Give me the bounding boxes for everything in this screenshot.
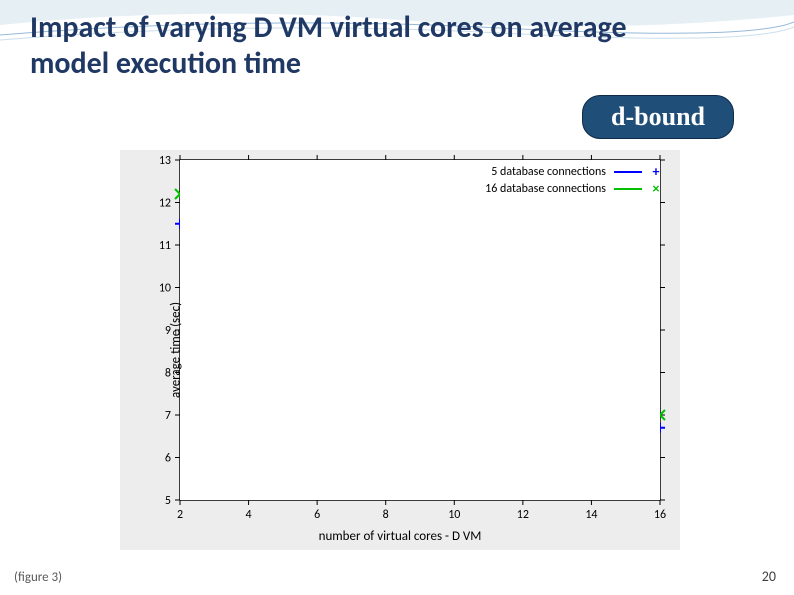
svg-text:7: 7: [165, 409, 171, 423]
y-axis-label: average time (sec): [169, 302, 184, 398]
svg-text:12: 12: [159, 197, 171, 211]
svg-text:4: 4: [246, 508, 252, 522]
svg-text:10: 10: [159, 282, 171, 296]
legend-item: 5 database connections +: [485, 164, 662, 181]
svg-text:8: 8: [383, 508, 389, 522]
chart-legend: 5 database connections +16 database conne…: [485, 164, 662, 198]
legend-label: 5 database connections: [491, 164, 606, 181]
svg-text:10: 10: [448, 508, 460, 522]
legend-marker-icon: +: [650, 165, 662, 179]
x-axis-label: number of virtual cores - D VM: [120, 529, 680, 544]
legend-swatch: [614, 171, 642, 173]
slide-number: 20: [762, 568, 776, 585]
svg-text:6: 6: [165, 452, 171, 466]
legend-item: 16 database connections ×: [485, 181, 662, 198]
svg-text:11: 11: [159, 239, 171, 253]
svg-text:14: 14: [585, 508, 597, 522]
slide-title: Impact of varying D VM virtual cores on …: [30, 10, 680, 82]
d-bound-badge: d-bound: [582, 95, 734, 139]
legend-marker-icon: ×: [650, 182, 662, 196]
svg-text:2: 2: [177, 508, 183, 522]
chart-plot-bg: [180, 160, 660, 500]
svg-text:16: 16: [654, 508, 666, 522]
svg-text:6: 6: [314, 508, 320, 522]
svg-text:13: 13: [159, 154, 171, 168]
figure-label: (figure 3): [14, 570, 62, 585]
svg-text:5: 5: [165, 494, 171, 508]
legend-label: 16 database connections: [485, 181, 606, 198]
legend-swatch: [614, 188, 642, 190]
chart-container: 5678910111213246810121416 average time (…: [120, 150, 680, 550]
svg-text:12: 12: [517, 508, 529, 522]
